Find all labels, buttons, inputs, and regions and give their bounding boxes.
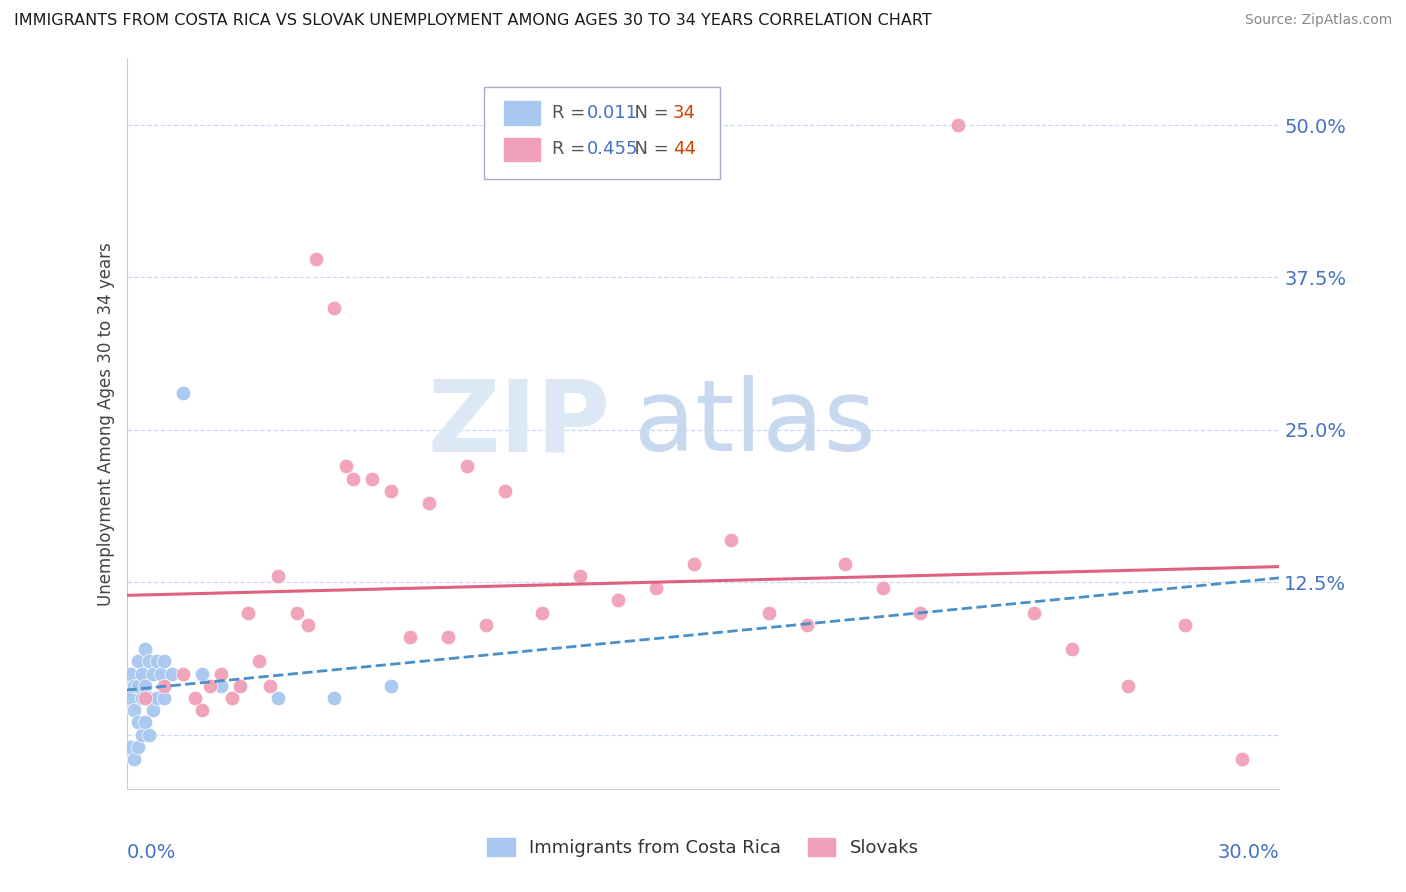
- Point: [134, 690, 156, 705]
- Text: IMMIGRANTS FROM COSTA RICA VS SLOVAK UNEMPLOYMENT AMONG AGES 30 TO 34 YEARS CORR: IMMIGRANTS FROM COSTA RICA VS SLOVAK UNE…: [14, 13, 932, 29]
- Point: [172, 386, 194, 401]
- Point: [323, 301, 346, 315]
- Point: [531, 606, 554, 620]
- Text: 30.0%: 30.0%: [1218, 843, 1279, 862]
- Point: [399, 630, 422, 644]
- Point: [209, 666, 232, 681]
- Text: R =: R =: [553, 140, 591, 159]
- Point: [758, 606, 780, 620]
- Point: [134, 715, 156, 730]
- Point: [127, 679, 149, 693]
- Text: 34: 34: [673, 103, 696, 122]
- Point: [131, 728, 153, 742]
- Point: [304, 252, 326, 266]
- Point: [209, 679, 232, 693]
- Point: [607, 593, 630, 607]
- Point: [138, 655, 160, 669]
- Point: [229, 679, 252, 693]
- Point: [120, 690, 142, 705]
- Point: [380, 483, 402, 498]
- Point: [267, 690, 290, 705]
- Text: 0.0%: 0.0%: [127, 843, 176, 862]
- Point: [122, 679, 145, 693]
- Text: atlas: atlas: [634, 376, 876, 472]
- Point: [183, 690, 205, 705]
- Point: [142, 703, 165, 717]
- Text: 0.011: 0.011: [586, 103, 637, 122]
- Point: [494, 483, 516, 498]
- Point: [138, 690, 160, 705]
- Point: [1022, 606, 1045, 620]
- Point: [297, 617, 319, 632]
- Point: [285, 606, 308, 620]
- Point: [1060, 642, 1083, 657]
- Point: [120, 739, 142, 754]
- Point: [236, 606, 259, 620]
- Point: [437, 630, 460, 644]
- Point: [247, 655, 270, 669]
- Point: [191, 666, 214, 681]
- Point: [134, 679, 156, 693]
- Point: [267, 569, 290, 583]
- Point: [191, 703, 214, 717]
- Point: [1116, 679, 1139, 693]
- Point: [127, 715, 149, 730]
- Text: 44: 44: [673, 140, 696, 159]
- Point: [146, 690, 169, 705]
- Point: [259, 679, 281, 693]
- Point: [153, 655, 176, 669]
- Point: [122, 703, 145, 717]
- Point: [127, 655, 149, 669]
- Point: [418, 496, 440, 510]
- Point: [172, 666, 194, 681]
- Point: [834, 557, 856, 571]
- Text: N =: N =: [623, 103, 675, 122]
- Text: N =: N =: [623, 140, 675, 159]
- Point: [138, 728, 160, 742]
- Text: Source: ZipAtlas.com: Source: ZipAtlas.com: [1244, 13, 1392, 28]
- Point: [872, 582, 894, 596]
- Point: [131, 666, 153, 681]
- Point: [149, 666, 172, 681]
- Point: [120, 666, 142, 681]
- Text: 0.455: 0.455: [586, 140, 638, 159]
- Point: [910, 606, 932, 620]
- Point: [198, 679, 221, 693]
- Point: [335, 459, 357, 474]
- Point: [153, 690, 176, 705]
- FancyBboxPatch shape: [484, 87, 720, 178]
- Point: [1230, 752, 1253, 766]
- Point: [153, 679, 176, 693]
- Point: [229, 679, 252, 693]
- Point: [380, 679, 402, 693]
- Point: [796, 617, 818, 632]
- Point: [122, 752, 145, 766]
- Text: R =: R =: [553, 103, 591, 122]
- Point: [569, 569, 592, 583]
- Point: [134, 642, 156, 657]
- Point: [361, 472, 384, 486]
- Point: [720, 533, 742, 547]
- Bar: [503, 137, 540, 161]
- Point: [456, 459, 478, 474]
- Point: [323, 690, 346, 705]
- Point: [160, 666, 183, 681]
- Point: [682, 557, 704, 571]
- Point: [342, 472, 364, 486]
- Bar: [503, 101, 540, 125]
- Legend: Immigrants from Costa Rica, Slovaks: Immigrants from Costa Rica, Slovaks: [481, 831, 925, 864]
- Y-axis label: Unemployment Among Ages 30 to 34 years: Unemployment Among Ages 30 to 34 years: [97, 242, 115, 606]
- Point: [127, 739, 149, 754]
- Point: [146, 655, 169, 669]
- Point: [131, 690, 153, 705]
- Point: [1174, 617, 1197, 632]
- Point: [221, 690, 243, 705]
- Point: [474, 617, 496, 632]
- Text: ZIP: ZIP: [427, 376, 610, 472]
- Point: [142, 666, 165, 681]
- Point: [946, 118, 969, 132]
- Point: [644, 582, 666, 596]
